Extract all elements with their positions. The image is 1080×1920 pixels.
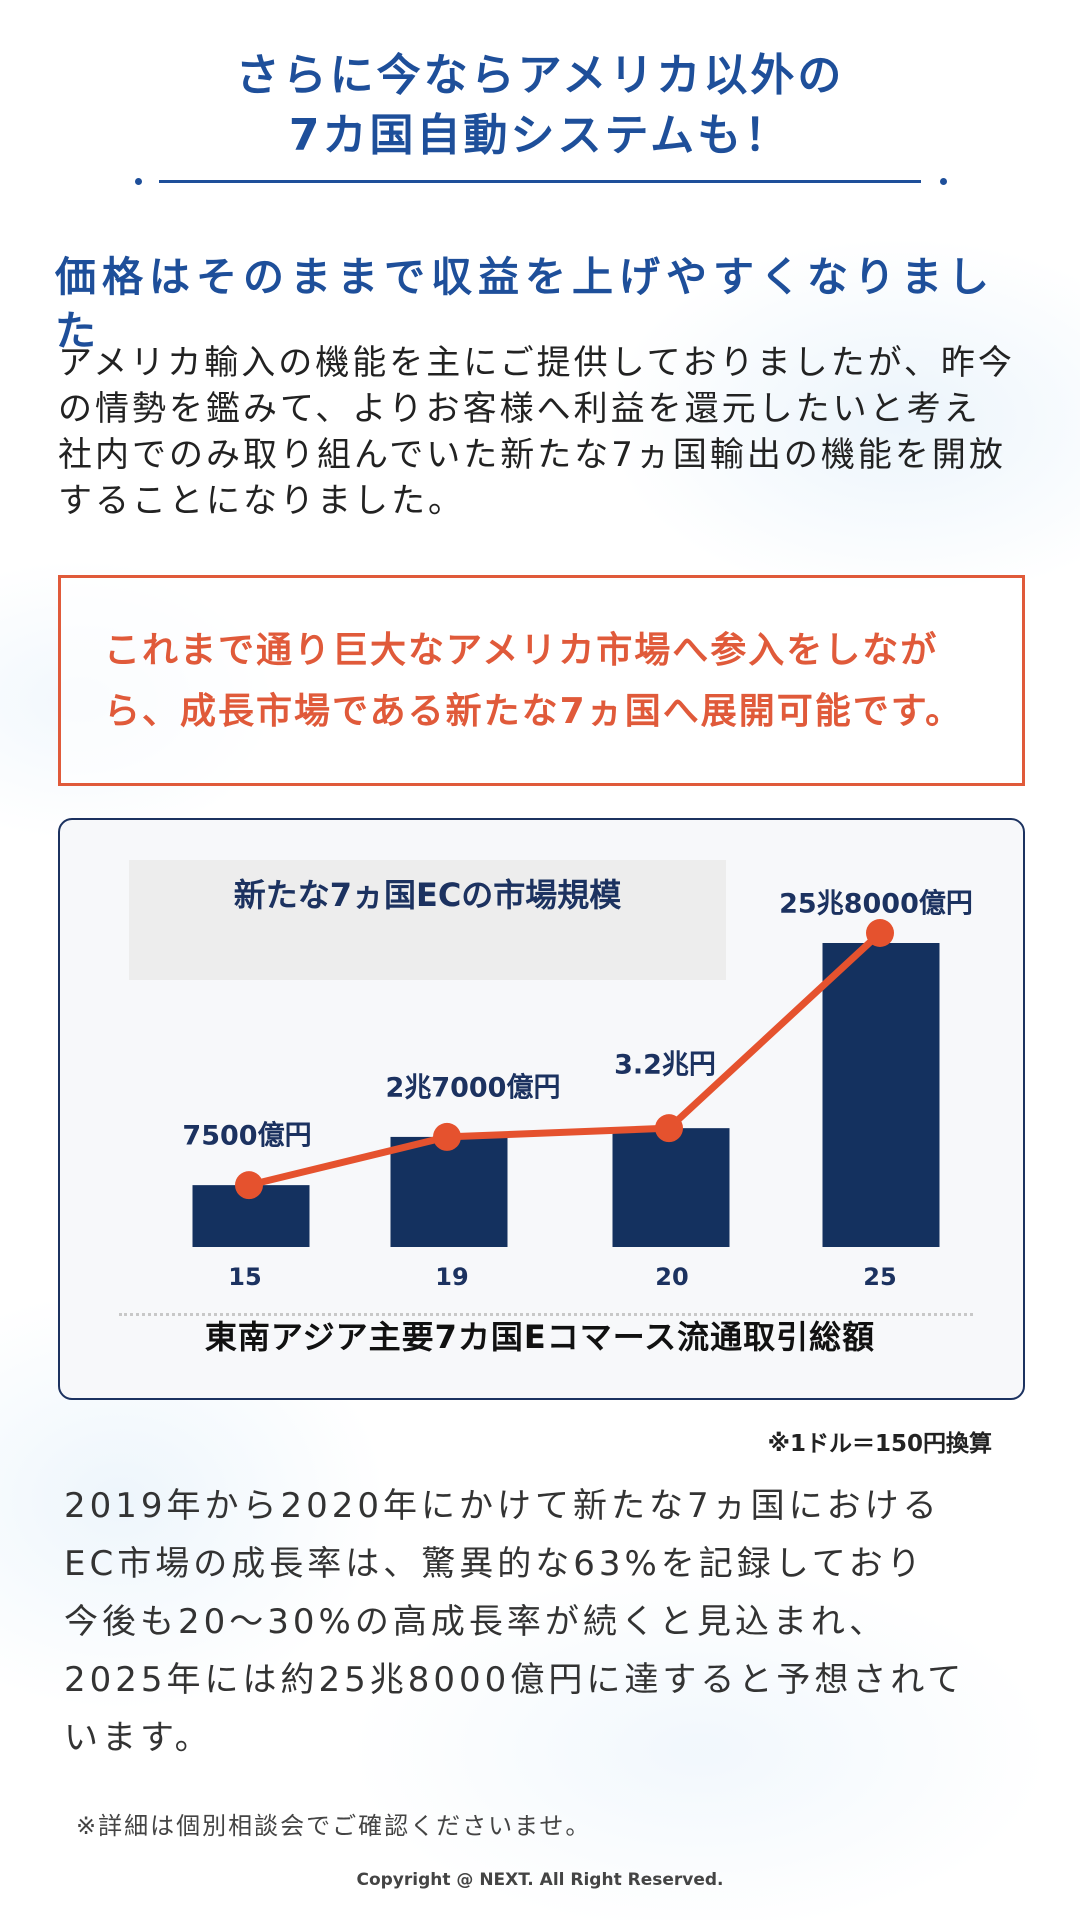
x-tick-label: 19 [435,1263,469,1291]
x-tick-label: 20 [655,1263,689,1291]
growth-line: 2019年から2020年にかけて新たな7ヵ国における [64,1486,941,1526]
intro-line: 社内でのみ取り組んでいた新たな7ヵ国輸出の機能を開放 [58,435,1006,475]
trend-point [866,919,894,947]
bar [390,1136,508,1247]
divider-dot-left [135,178,142,185]
intro-line: の情勢を鑑みて、よりお客様へ利益を還元したいと考え [58,389,981,429]
chart-title-box [129,860,726,980]
data-label: 25兆8000億円 [779,888,973,920]
trend-point [433,1122,461,1151]
x-tick-label: 25 [863,1263,897,1291]
trend-point [655,1114,683,1143]
intro-paragraph: アメリカ輸入の機能を主にご提供しておりましたが、昨今 の情勢を鑑みて、よりお客様… [58,340,1038,524]
data-label: 7500億円 [182,1120,312,1152]
growth-line: EC市場の成長率は、驚異的な63%を記録しており [64,1544,925,1584]
divider-dot-right [940,178,947,185]
title-line-1: さらに今ならアメリカ以外の [235,50,845,101]
trend-line [248,930,883,1189]
intro-line: アメリカ輸入の機能を主にご提供しておりましたが、昨今 [58,343,1015,383]
bar [612,1128,730,1247]
highlight-line: ら、成長市場である新たな7ヵ国へ展開可能です。 [104,691,964,732]
growth-line: 今後も20～30%の高成長率が続くと見込まれ、 [64,1602,888,1642]
title-line-2: 7カ国自動システムも！ [288,110,792,161]
bar [822,943,940,1247]
highlight-text: これまで通り巨大なアメリカ市場へ参入をしなが ら、成長市場である新たな7ヵ国へ展… [104,620,1004,742]
growth-line: 2025年には約25兆8000億円に達すると予想されて [64,1660,966,1700]
chart-caption: 東南アジア主要7カ国Eコマース流通取引総額 [204,1318,876,1356]
chart-title: 新たな7ヵ国ECの市場規模 [233,876,622,914]
data-label: 3.2兆円 [614,1049,716,1081]
growth-paragraph: 2019年から2020年にかけて新たな7ヵ国における EC市場の成長率は、驚異的… [64,1477,1044,1767]
page-title: さらに今ならアメリカ以外の 7カ国自動システムも！ [0,46,1080,166]
highlight-box [58,575,1025,786]
subheading: 価格はそのままで収益を上げやすくなりました [55,253,995,355]
x-tick-label: 15 [228,1263,262,1291]
copyright: Copyright @ NEXT. All Right Reserved. [356,1870,724,1890]
highlight-line: これまで通り巨大なアメリカ市場へ参入をしなが [104,630,939,671]
exchange-rate-note: ※1ドル＝150円換算 [767,1431,992,1457]
intro-line: することになりました。 [58,481,465,521]
growth-line: います。 [64,1718,213,1758]
data-label: 2兆7000億円 [385,1072,561,1104]
chart-dotted-divider [119,1313,973,1316]
title-divider [159,180,921,183]
detail-note: ※詳細は個別相談会でご確認くださいませ。 [76,1812,592,1840]
trend-point [235,1171,263,1200]
